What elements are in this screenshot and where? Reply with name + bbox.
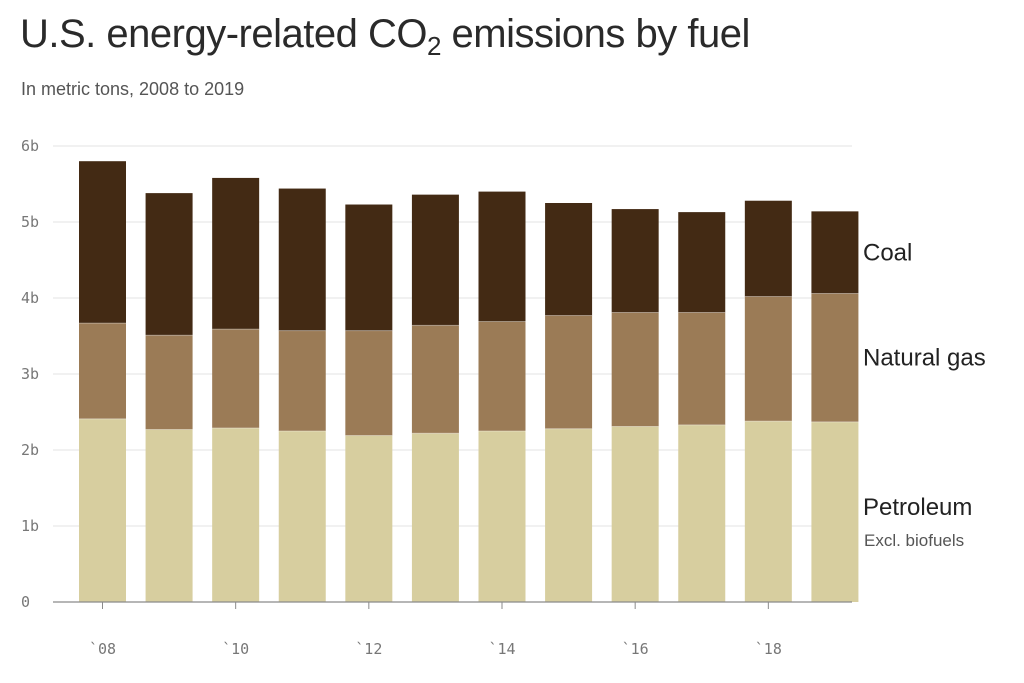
chart-title: U.S. energy-related CO2 emissions by fue… [20,12,750,62]
bar-natural-gas-2015 [545,315,593,429]
bar-petroleum-2015 [545,428,593,602]
x-tick-label: `08 [89,640,116,658]
bar-natural-gas-2016 [611,312,659,427]
chart-subtitle: In metric tons, 2008 to 2019 [21,79,245,99]
x-tick-label: `10 [222,640,249,658]
bar-petroleum-2011 [278,431,326,602]
y-axis: 0 1b 2b 3b 4b 5b 6b [21,137,39,611]
bar-natural-gas-2013 [411,325,459,434]
bar-coal-2011 [278,188,326,331]
bar-coal-2012 [345,204,393,331]
y-tick-label: 3b [21,365,39,383]
bar-coal-2016 [611,209,659,313]
bar-petroleum-2008 [79,418,126,602]
bar-natural-gas-2017 [678,312,726,425]
bar-natural-gas-2010 [212,329,260,428]
x-tick-label: `12 [355,640,382,658]
bar-petroleum-2018 [744,421,792,602]
bar-natural-gas-2019 [811,293,859,422]
legend-label-coal: Coal [863,239,912,266]
y-tick-label: 4b [21,289,39,307]
y-tick-label: 5b [21,213,39,231]
legend: Petroleum Excl. biofuels Natural gas Coal [863,239,986,550]
bar-petroleum-2017 [678,424,726,602]
bar-coal-2018 [744,200,792,297]
chart-title-end: emissions by fuel [440,12,751,56]
bar-petroleum-2013 [411,433,459,602]
bar-coal-2017 [678,212,726,313]
bar-coal-2014 [478,191,526,322]
y-tick-label: 6b [21,137,39,155]
bar-coal-2013 [411,194,459,326]
bars [79,161,859,602]
bar-petroleum-2012 [345,435,393,602]
bar-natural-gas-2009 [145,335,193,430]
legend-note-petroleum: Excl. biofuels [864,531,964,550]
bar-petroleum-2009 [145,429,193,602]
bar-natural-gas-2012 [345,330,393,436]
bar-natural-gas-2008 [79,323,126,419]
x-tick-label: `18 [755,640,782,658]
bar-coal-2015 [545,203,593,316]
legend-label-natural-gas: Natural gas [863,345,986,372]
bar-petroleum-2016 [611,426,659,602]
bar-petroleum-2019 [811,421,859,602]
bar-natural-gas-2018 [744,296,792,422]
bar-coal-2009 [145,193,193,336]
bar-coal-2019 [811,211,859,294]
legend-label-petroleum: Petroleum [863,494,972,521]
x-tick-label: `16 [622,640,649,658]
bar-petroleum-2010 [212,427,260,602]
x-axis: `08 `10 `12 `14 `16 `18 [53,601,852,658]
chart-title-subscript: 2 [426,31,441,61]
bar-petroleum-2014 [478,431,526,602]
bar-coal-2008 [79,161,126,324]
y-tick-label: 2b [21,441,39,459]
bar-coal-2010 [212,177,260,330]
bar-natural-gas-2011 [278,330,326,431]
y-tick-label: 0 [21,593,30,611]
y-tick-label: 1b [21,517,39,535]
bar-natural-gas-2014 [478,321,526,431]
chart-title-main: U.S. energy-related CO [20,12,427,56]
x-tick-label: `14 [488,640,515,658]
